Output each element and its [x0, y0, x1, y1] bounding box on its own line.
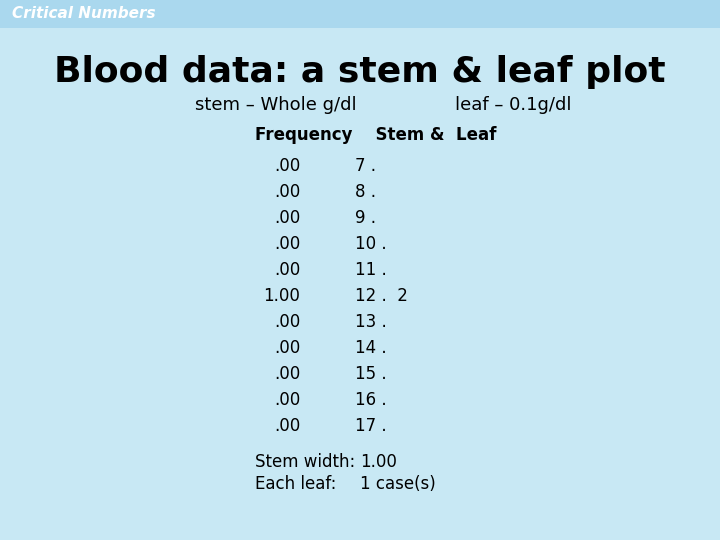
Text: 13 .: 13 . [355, 313, 387, 331]
Text: .00: .00 [274, 235, 300, 253]
Text: 14 .: 14 . [355, 339, 387, 357]
FancyBboxPatch shape [0, 0, 720, 28]
Text: .00: .00 [274, 391, 300, 409]
Text: leaf – 0.1g/dl: leaf – 0.1g/dl [455, 96, 572, 114]
Text: 1 case(s): 1 case(s) [360, 475, 436, 493]
Text: 11 .: 11 . [355, 261, 387, 279]
Text: Blood data: a stem & leaf plot: Blood data: a stem & leaf plot [54, 55, 666, 89]
Text: 16 .: 16 . [355, 391, 387, 409]
Text: .00: .00 [274, 209, 300, 227]
Text: 12 .  2: 12 . 2 [355, 287, 408, 305]
Text: Stem width:: Stem width: [255, 453, 355, 471]
Text: 1.00: 1.00 [263, 287, 300, 305]
Text: Critical Numbers: Critical Numbers [12, 6, 156, 22]
Text: 9 .: 9 . [355, 209, 376, 227]
Text: 7 .: 7 . [355, 157, 376, 175]
Text: 10 .: 10 . [355, 235, 387, 253]
Text: .00: .00 [274, 417, 300, 435]
Text: stem – Whole g/dl: stem – Whole g/dl [195, 96, 356, 114]
Text: .00: .00 [274, 365, 300, 383]
Text: .00: .00 [274, 183, 300, 201]
Text: 15 .: 15 . [355, 365, 387, 383]
Text: Each leaf:: Each leaf: [255, 475, 336, 493]
Text: .00: .00 [274, 157, 300, 175]
Text: 17 .: 17 . [355, 417, 387, 435]
Text: .00: .00 [274, 339, 300, 357]
Text: Frequency    Stem &  Leaf: Frequency Stem & Leaf [255, 126, 496, 144]
Text: 1.00: 1.00 [360, 453, 397, 471]
Text: .00: .00 [274, 313, 300, 331]
Text: .00: .00 [274, 261, 300, 279]
Text: 8 .: 8 . [355, 183, 376, 201]
